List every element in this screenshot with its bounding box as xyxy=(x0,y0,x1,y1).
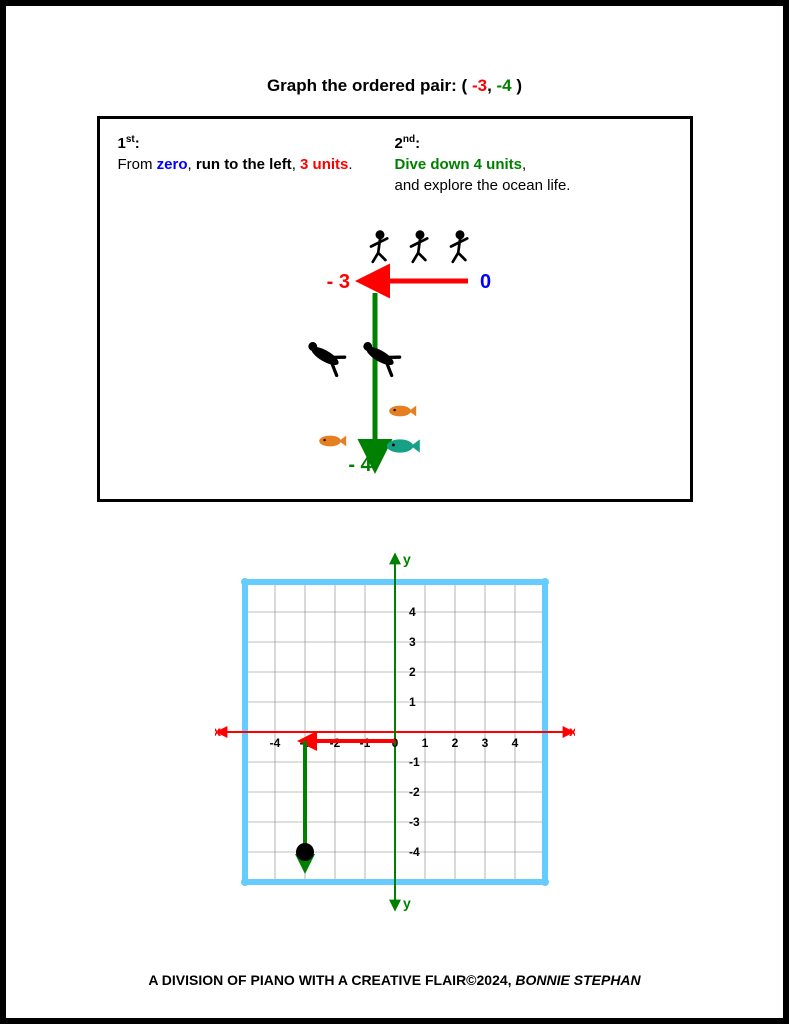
step2-heading: 2nd: xyxy=(395,133,672,154)
svg-text:- 3: - 3 xyxy=(326,271,349,293)
step2-text2: and explore the ocean life. xyxy=(395,175,672,196)
title-sep: , xyxy=(487,76,496,95)
svg-text:y: y xyxy=(403,552,411,567)
step2-sup: nd xyxy=(403,134,415,145)
footer: A DIVISION OF PIANO WITH A CREATIVE FLAI… xyxy=(6,972,783,988)
svg-text:-1: -1 xyxy=(409,755,420,769)
step1-heading: 1st: xyxy=(118,133,395,154)
step1-sup: st xyxy=(126,134,135,145)
step2-ord: 2 xyxy=(395,135,403,152)
title-prefix: Graph the ordered pair: ( xyxy=(267,76,472,95)
title-y: -4 xyxy=(497,76,512,95)
svg-text:1: 1 xyxy=(409,695,416,709)
page-title: Graph the ordered pair: ( -3, -4 ) xyxy=(56,76,733,96)
instruction-box: 1st: From zero, run to the left, 3 units… xyxy=(97,116,693,502)
footer-text: A DIVISION OF PIANO WITH A CREATIVE FLAI… xyxy=(148,972,515,988)
svg-text:-4: -4 xyxy=(269,736,280,750)
worksheet-page: Graph the ordered pair: ( -3, -4 ) 1st: … xyxy=(0,0,789,1024)
footer-author: BONNIE STEPHAN xyxy=(515,972,640,988)
content-area: Graph the ordered pair: ( -3, -4 ) 1st: … xyxy=(6,6,783,932)
svg-text:1: 1 xyxy=(421,736,428,750)
step2-text1: Dive down 4 units, xyxy=(395,154,672,175)
svg-text:- 4: - 4 xyxy=(348,454,372,476)
svg-text:-3: -3 xyxy=(409,815,420,829)
instruction-columns: 1st: From zero, run to the left, 3 units… xyxy=(100,119,690,196)
svg-text:x: x xyxy=(215,723,221,739)
svg-text:y: y xyxy=(403,895,411,911)
coordinate-grid: xxyy-4-3-2-1012344321-1-2-3-4 xyxy=(215,552,575,912)
svg-text:3: 3 xyxy=(409,635,416,649)
svg-text:3: 3 xyxy=(481,736,488,750)
svg-text:4: 4 xyxy=(511,736,518,750)
step1-col: 1st: From zero, run to the left, 3 units… xyxy=(118,133,395,196)
step2-col: 2nd: Dive down 4 units, and explore the … xyxy=(395,133,672,196)
title-x: -3 xyxy=(472,76,487,95)
svg-text:2: 2 xyxy=(409,665,416,679)
step1-text: From zero, run to the left, 3 units. xyxy=(118,154,395,175)
step1-ord: 1 xyxy=(118,135,126,152)
svg-text:0: 0 xyxy=(480,271,491,293)
svg-text:-4: -4 xyxy=(409,845,420,859)
step1-colon: : xyxy=(135,135,140,152)
svg-text:2: 2 xyxy=(451,736,458,750)
svg-text:x: x xyxy=(569,723,575,739)
svg-text:-2: -2 xyxy=(409,785,420,799)
step2-colon: : xyxy=(415,135,420,152)
title-suffix: ) xyxy=(512,76,522,95)
instruction-diagram: 0 - 3 - 4 xyxy=(100,196,690,476)
svg-text:4: 4 xyxy=(409,605,416,619)
